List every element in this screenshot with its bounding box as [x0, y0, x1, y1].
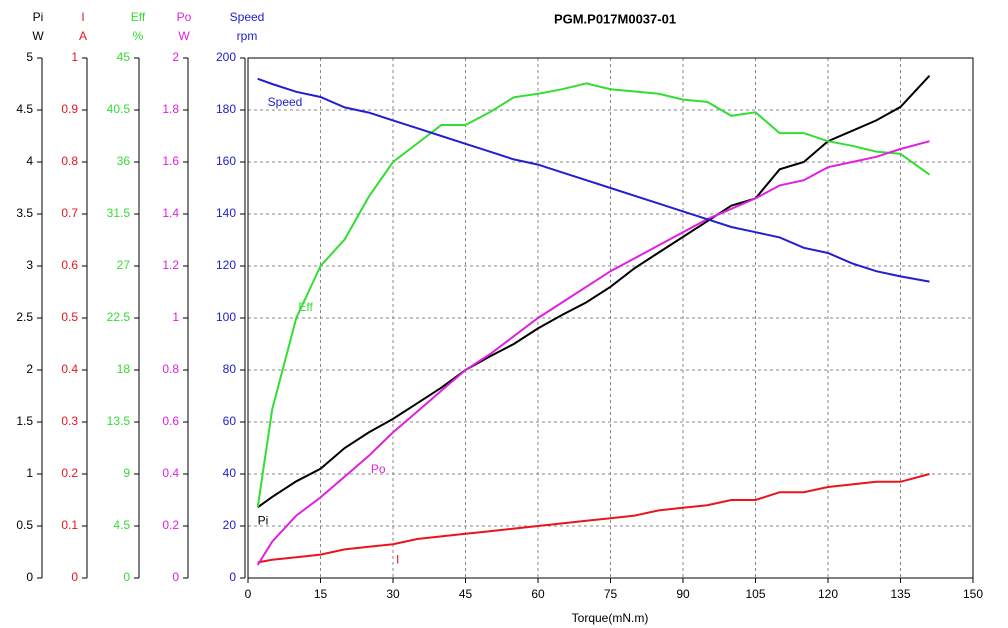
- y-tick-label: 2: [172, 50, 179, 64]
- y-tick-label: 0: [26, 570, 33, 584]
- axis-unit: rpm: [237, 29, 258, 43]
- y-tick-label: 0.9: [61, 102, 78, 116]
- y-tick-label: 20: [223, 518, 237, 532]
- y-tick-label: 160: [216, 154, 236, 168]
- plot-frame: [247, 57, 974, 579]
- y-tick-label: 200: [216, 50, 236, 64]
- y-tick-label: 0.4: [61, 362, 78, 376]
- y-tick-label: 27: [117, 258, 131, 272]
- curve-label: Po: [371, 462, 386, 476]
- y-tick-label: 1.6: [162, 154, 179, 168]
- y-tick-label: 3.5: [16, 206, 33, 220]
- x-axis-label: Torque(mN.m): [572, 611, 649, 625]
- series-line: [257, 75, 931, 509]
- curve-label: Eff: [298, 300, 313, 314]
- y-tick-label: 3: [26, 258, 33, 272]
- y-tick-label: 1: [172, 310, 179, 324]
- y-tick-label: 0.2: [61, 466, 78, 480]
- x-tick-label: 120: [818, 587, 838, 601]
- y-tick-label: 1: [26, 466, 33, 480]
- y-tick-label: 0.7: [61, 206, 78, 220]
- y-tick-label: 13.5: [107, 414, 131, 428]
- y-tick-label: 180: [216, 102, 236, 116]
- series-line: [256, 140, 930, 566]
- y-tick-label: 9: [123, 466, 130, 480]
- chart-title: PGM.P017M0037-01: [554, 11, 676, 26]
- y-tick-label: 1: [71, 50, 78, 64]
- y-tick-label: 5: [26, 50, 33, 64]
- y-tick-label: 40: [223, 466, 237, 480]
- y-tick-label: 0.8: [61, 154, 78, 168]
- x-tick-label: 90: [676, 587, 690, 601]
- y-tick-label: 36: [117, 154, 131, 168]
- axis-unit: W: [178, 29, 190, 43]
- curve-label: Pi: [258, 513, 269, 527]
- y-tick-label: 60: [223, 414, 237, 428]
- y-tick-label: 1.5: [16, 414, 33, 428]
- x-tick-label: 60: [531, 587, 545, 601]
- y-tick-label: 40.5: [107, 102, 131, 116]
- curve-label: I: [396, 552, 399, 566]
- y-tick-label: 4.5: [113, 518, 130, 532]
- axis-name: I: [81, 10, 84, 24]
- x-tick-label: 75: [604, 587, 618, 601]
- y-tick-label: 1.2: [162, 258, 179, 272]
- y-tick-label: 100: [216, 310, 236, 324]
- y-tick-label: 1.8: [162, 102, 179, 116]
- x-tick-label: 105: [745, 587, 765, 601]
- axis-unit: W: [32, 29, 44, 43]
- y-tick-label: 1.4: [162, 206, 179, 220]
- axis-unit: A: [79, 29, 87, 43]
- y-tick-label: 140: [216, 206, 236, 220]
- y-tick-label: 0.8: [162, 362, 179, 376]
- y-tick-label: 0: [71, 570, 78, 584]
- x-tick-label: 15: [314, 587, 328, 601]
- x-tick-label: 150: [963, 587, 983, 601]
- y-tick-label: 2: [26, 362, 33, 376]
- x-tick-label: 45: [459, 587, 473, 601]
- axis-name: Pi: [33, 10, 44, 24]
- y-tick-label: 120: [216, 258, 236, 272]
- y-tick-label: 18: [117, 362, 131, 376]
- y-tick-label: 0.3: [61, 414, 78, 428]
- y-tick-label: 0.2: [162, 518, 179, 532]
- axis-unit: %: [133, 29, 144, 43]
- x-tick-label: 30: [386, 587, 400, 601]
- y-tick-label: 4.5: [16, 102, 33, 116]
- y-tick-label: 45: [117, 50, 131, 64]
- series-line: [257, 473, 930, 564]
- y-tick-label: 4: [26, 154, 33, 168]
- series-line: [257, 77, 930, 283]
- y-tick-label: 31.5: [107, 206, 131, 220]
- y-tick-label: 0.6: [61, 258, 78, 272]
- axis-name: Eff: [131, 10, 146, 24]
- y-tick-label: 0.5: [16, 518, 33, 532]
- curve-label: Speed: [268, 95, 303, 109]
- y-tick-label: 22.5: [107, 310, 131, 324]
- y-tick-label: 80: [223, 362, 237, 376]
- axis-name: Speed: [230, 10, 265, 24]
- y-tick-label: 0: [172, 570, 179, 584]
- series-line: [256, 82, 931, 508]
- y-tick-label: 0.5: [61, 310, 78, 324]
- x-tick-label: 0: [245, 587, 252, 601]
- y-tick-label: 0.1: [61, 518, 78, 532]
- y-tick-label: 0.4: [162, 466, 179, 480]
- axis-name: Po: [177, 10, 192, 24]
- y-tick-label: 2.5: [16, 310, 33, 324]
- y-tick-label: 0: [123, 570, 130, 584]
- y-tick-label: 0: [229, 570, 236, 584]
- x-tick-label: 135: [890, 587, 910, 601]
- y-tick-label: 0.6: [162, 414, 179, 428]
